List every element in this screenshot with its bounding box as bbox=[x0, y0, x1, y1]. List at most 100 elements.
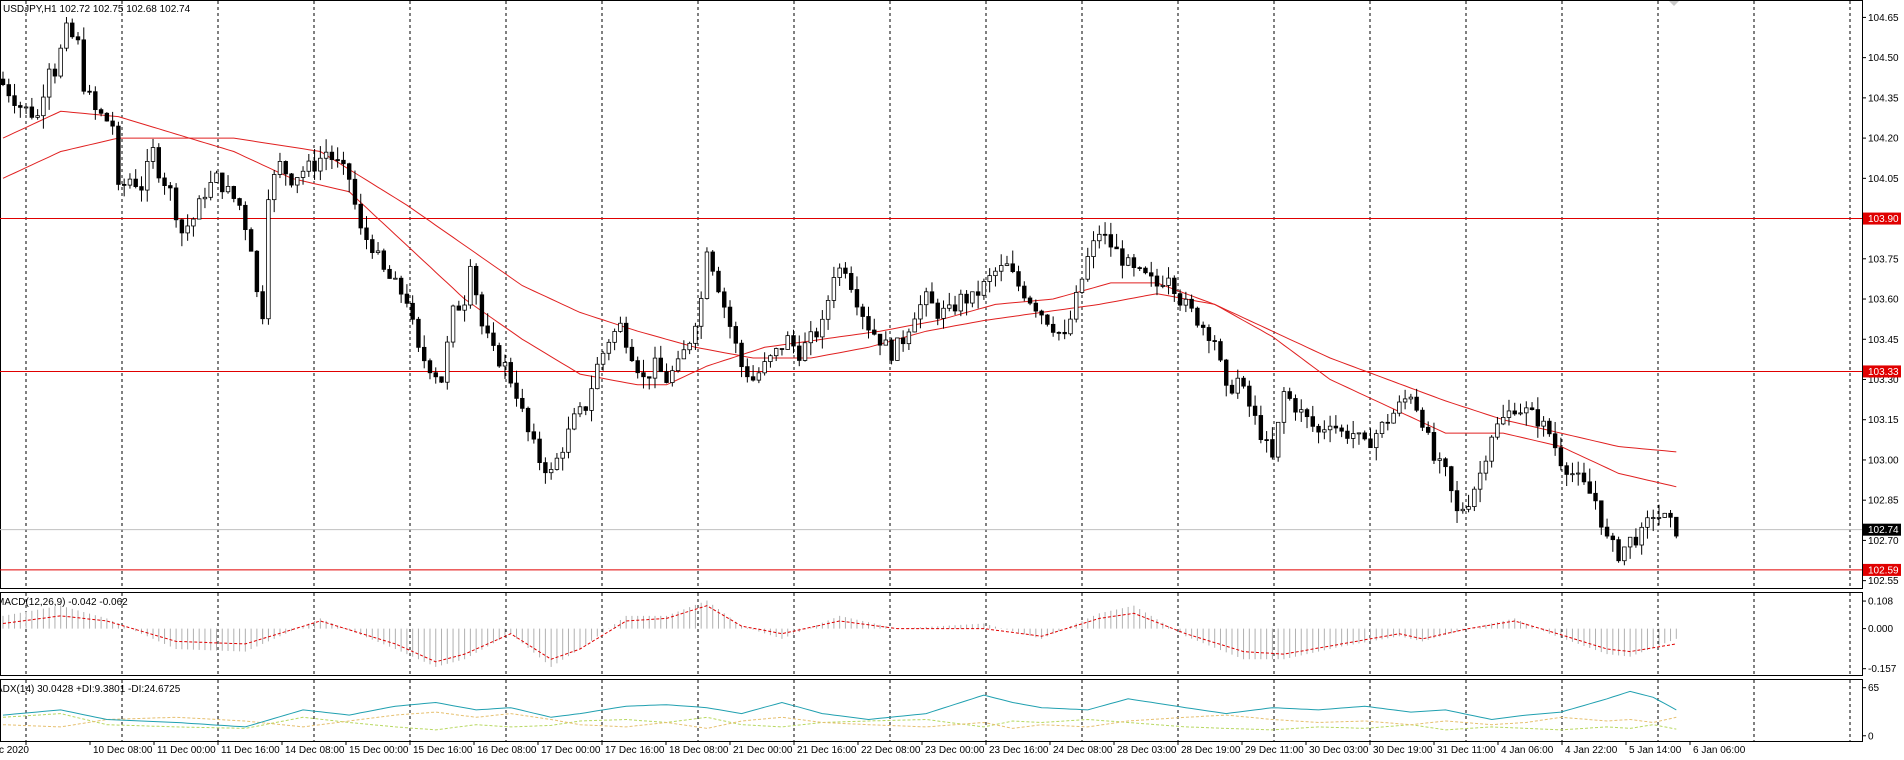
candle-body bbox=[797, 345, 802, 361]
candle-body bbox=[1616, 539, 1621, 562]
candle-body bbox=[1016, 271, 1021, 287]
candle-body bbox=[1287, 391, 1292, 399]
candle-body bbox=[1454, 490, 1460, 512]
candle-body bbox=[670, 370, 675, 383]
candle-body bbox=[1022, 285, 1027, 299]
candle-body bbox=[635, 360, 640, 374]
x-tick-label: 4 Jan 22:00 bbox=[1565, 745, 1618, 756]
candle-body bbox=[243, 204, 248, 231]
candle-body bbox=[687, 342, 692, 351]
candle-body bbox=[93, 91, 98, 111]
candle-body bbox=[393, 277, 398, 280]
candle-body bbox=[941, 307, 946, 319]
level-price-label: 103.33 bbox=[1868, 367, 1899, 378]
candle-body bbox=[145, 161, 150, 191]
candle-body bbox=[358, 203, 363, 229]
macd-signal-line bbox=[2, 605, 1677, 663]
candle-body bbox=[335, 159, 340, 161]
x-tick-label: 6 Jan 06:00 bbox=[1693, 745, 1746, 756]
candle-body bbox=[745, 366, 750, 378]
candle-body bbox=[58, 47, 63, 77]
candle-body bbox=[156, 147, 161, 179]
x-tick-label: 28 Dec 19:00 bbox=[1181, 745, 1241, 756]
y-tick-label: 103.15 bbox=[1868, 415, 1899, 426]
candle-body bbox=[1425, 426, 1431, 433]
candle-body bbox=[41, 96, 46, 117]
candle-body bbox=[1541, 420, 1546, 427]
candle-body bbox=[1102, 233, 1108, 236]
x-tick-label: 30 Dec 19:00 bbox=[1373, 745, 1433, 756]
y-tick-label: 103.60 bbox=[1868, 295, 1899, 306]
y-tick-label: 102.85 bbox=[1868, 496, 1899, 507]
adx-axis: 65 0 bbox=[1862, 683, 1880, 742]
candle-body bbox=[987, 275, 992, 282]
candle-body bbox=[121, 184, 127, 186]
current-price-label: 102.74 bbox=[1868, 525, 1899, 536]
candle-body bbox=[802, 342, 808, 361]
x-tick-label: 17 Dec 16:00 bbox=[605, 745, 665, 756]
candle-body bbox=[929, 291, 935, 304]
price-axis[interactable]: 104.65104.50104.35104.20104.05103.75103.… bbox=[1862, 13, 1899, 587]
candle-body bbox=[1339, 427, 1344, 432]
y-tick-label: 103.30 bbox=[1868, 375, 1899, 386]
adx-panel-frame bbox=[0, 679, 1863, 742]
candle-body bbox=[1033, 302, 1039, 312]
candle-body bbox=[162, 177, 167, 186]
macd-indicator bbox=[2, 600, 1677, 667]
candle-body bbox=[993, 270, 998, 277]
y-tick-label: 102.55 bbox=[1868, 576, 1899, 587]
candle-body bbox=[1195, 307, 1200, 326]
x-tick-label: 15 Dec 00:00 bbox=[349, 745, 409, 756]
candle-body bbox=[473, 265, 479, 296]
candle-body bbox=[895, 337, 900, 361]
candle-body bbox=[318, 157, 323, 172]
candle-body bbox=[1114, 246, 1119, 250]
candle-body bbox=[710, 251, 715, 272]
candle-body bbox=[1039, 310, 1044, 316]
candle-body bbox=[445, 341, 450, 383]
shift-marker-icon[interactable] bbox=[1669, 1, 1679, 6]
candle-body bbox=[422, 346, 427, 362]
adx-line bbox=[2, 690, 1677, 728]
candle-body bbox=[266, 199, 271, 320]
candle-body bbox=[537, 438, 542, 463]
main-chart-header: USDJPY,H1 102.72 102.75 102.68 102.74 bbox=[3, 4, 191, 15]
candle-body bbox=[306, 160, 312, 172]
candle-body bbox=[814, 331, 819, 338]
y-tick-label: 104.50 bbox=[1868, 53, 1899, 64]
candle-body bbox=[1460, 508, 1466, 512]
candle-body bbox=[1627, 536, 1633, 548]
candle-body bbox=[1166, 277, 1171, 286]
x-tick-label: 21 Dec 16:00 bbox=[797, 745, 857, 756]
price-panel-frame bbox=[0, 0, 1863, 589]
candle-body bbox=[1466, 506, 1471, 510]
candle-body bbox=[606, 341, 612, 354]
candle-body bbox=[1345, 430, 1350, 439]
macd-panel-frame bbox=[0, 592, 1863, 676]
time-axis[interactable]: 9 Dec 2020 10 Dec 08:00 11 Dec 00:00 11 Dec… bbox=[0, 741, 1746, 756]
candle-body bbox=[1437, 458, 1442, 461]
candle-body bbox=[947, 304, 952, 309]
candle-body bbox=[1241, 377, 1246, 387]
candle-body bbox=[352, 178, 358, 205]
candle-body bbox=[254, 250, 260, 293]
candle-body bbox=[1443, 458, 1448, 468]
candle-body bbox=[675, 358, 681, 372]
candle-body bbox=[877, 333, 883, 346]
candle-body bbox=[733, 326, 738, 344]
candle-body bbox=[739, 342, 744, 368]
candle-body bbox=[681, 349, 687, 360]
y-tick-label: 65 bbox=[1868, 683, 1880, 694]
candle-body bbox=[831, 277, 837, 301]
candle-body bbox=[1633, 536, 1639, 546]
candle-body bbox=[87, 90, 92, 93]
candle-body bbox=[768, 355, 773, 362]
candle-body bbox=[1079, 278, 1085, 293]
candle-body bbox=[1374, 433, 1379, 449]
candle-body bbox=[1172, 277, 1177, 295]
candle-body bbox=[1235, 377, 1240, 394]
candle-body bbox=[906, 331, 912, 345]
candle-body bbox=[658, 357, 663, 373]
